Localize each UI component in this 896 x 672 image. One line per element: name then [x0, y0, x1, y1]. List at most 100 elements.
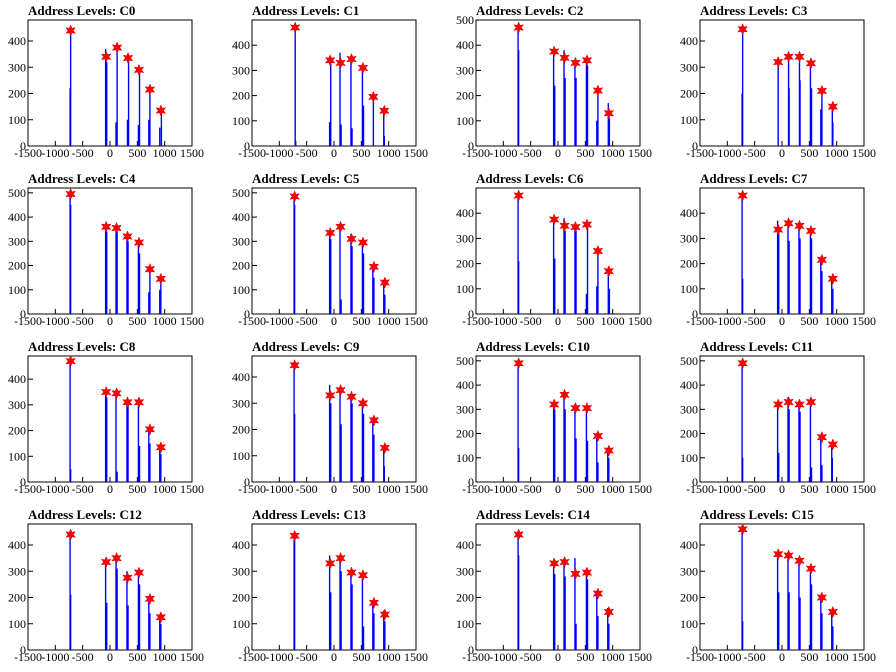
x-tick-label: -500 — [296, 650, 318, 664]
x-tick-label: -500 — [296, 146, 318, 160]
x-tick-label: 1500 — [404, 650, 428, 664]
peak-marker — [592, 244, 604, 258]
chart-svg: 0 100 200 300 400 500 -1500 -1000 -500 0 500 1000 15… — [456, 354, 652, 496]
plot-frame — [699, 187, 865, 315]
y-tick-label: 400 — [8, 210, 26, 224]
x-tick-label: 1500 — [852, 482, 876, 496]
plot-frame — [27, 523, 193, 651]
x-tick-label: 0 — [555, 482, 561, 496]
x-tick-label: 1500 — [852, 146, 876, 160]
peak-marker — [570, 56, 581, 70]
peak-marker — [772, 398, 784, 411]
x-tick-label: 1500 — [628, 314, 652, 328]
x-tick-label: 1500 — [404, 146, 428, 160]
y-tick-label: 0 — [244, 139, 250, 153]
y-tick-label: 200 — [8, 424, 26, 438]
x-tick-label: -500 — [72, 482, 94, 496]
peak-marker — [335, 383, 346, 397]
peak-marker — [559, 51, 570, 64]
y-tick-label: 100 — [680, 451, 698, 465]
x-tick-label: 0 — [779, 314, 785, 328]
x-tick-label: 1000 — [153, 146, 177, 160]
peak-marker — [794, 554, 805, 567]
peak-marker — [368, 596, 380, 609]
chart-panel-11: Address Levels: C11 0 100 200 300 400 500 -1500… — [672, 336, 896, 504]
x-tick-label: 500 — [128, 482, 146, 496]
peak-marker — [827, 100, 839, 113]
x-tick-label: -1000 — [41, 482, 69, 496]
chart-panel-2: Address Levels: C2 0 100 200 300 400 500 -1500-… — [448, 0, 672, 168]
peak-marker — [513, 357, 524, 370]
y-tick-label: 100 — [680, 113, 698, 127]
peak-marker — [155, 104, 167, 117]
y-tick-label: 100 — [232, 617, 250, 631]
y-tick-label: 200 — [8, 259, 26, 273]
peak-marker — [783, 217, 794, 230]
x-tick-label: 1500 — [404, 314, 428, 328]
plot-frame — [251, 355, 417, 483]
peak-marker — [603, 605, 615, 619]
y-tick-label: 400 — [680, 34, 698, 48]
peak-marker — [324, 226, 336, 240]
peak-marker — [513, 21, 524, 34]
peak-marker — [65, 528, 76, 541]
peak-marker — [144, 83, 156, 96]
x-tick-label: -1000 — [41, 650, 69, 664]
y-tick-label: 100 — [232, 114, 250, 128]
chart-title: Address Levels: C4 — [28, 171, 136, 186]
x-tick-label: 1000 — [377, 482, 401, 496]
chart-title: Address Levels: C10 — [476, 339, 590, 354]
peak-marker — [100, 50, 112, 63]
peak-marker — [346, 232, 357, 246]
peak-marker — [111, 387, 122, 400]
x-tick-label: -500 — [72, 314, 94, 328]
y-tick-label: 100 — [680, 617, 698, 631]
chart-title: Address Levels: C5 — [252, 171, 360, 186]
x-tick-label: -500 — [72, 650, 94, 664]
peak-marker — [805, 224, 817, 238]
peak-marker — [772, 548, 784, 561]
x-tick-label: 1500 — [852, 650, 876, 664]
peak-marker — [65, 187, 76, 201]
chart-title: Address Levels: C1 — [252, 3, 360, 18]
y-tick-label: 400 — [456, 378, 474, 392]
peak-marker — [122, 396, 133, 409]
peak-marker — [100, 555, 112, 569]
peak-marker — [289, 21, 301, 34]
y-tick-label: 100 — [232, 449, 250, 463]
y-tick-label: 0 — [468, 139, 474, 153]
chart-svg: 0 100 200 300 400 -1500 -1000 -500 0 500 1000 1500 — [232, 523, 428, 664]
x-tick-label: -500 — [296, 314, 318, 328]
x-tick-label: 1000 — [825, 146, 849, 160]
x-tick-label: 500 — [576, 146, 594, 160]
y-tick-label: 200 — [680, 87, 698, 101]
y-tick-label: 400 — [680, 206, 698, 220]
peak-marker — [805, 57, 817, 70]
y-tick-label: 0 — [20, 475, 26, 489]
y-tick-label: 0 — [692, 643, 698, 657]
x-tick-label: 1000 — [825, 482, 849, 496]
peak-marker — [816, 253, 828, 266]
x-tick-label: 1000 — [601, 650, 625, 664]
peak-marker — [65, 24, 76, 37]
x-tick-label: -1000 — [265, 146, 293, 160]
y-tick-label: 400 — [680, 378, 698, 392]
peak-marker — [144, 423, 156, 436]
x-tick-label: -1500 — [14, 146, 42, 160]
chart-svg: 0 100 200 300 400 -1500 -1000 -500 0 500 1000 1500 — [8, 354, 204, 496]
peak-marker — [592, 84, 604, 97]
peak-marker — [816, 430, 828, 444]
x-tick-label: 1000 — [601, 146, 625, 160]
peak-marker — [368, 90, 379, 104]
peak-marker — [335, 551, 346, 565]
peak-marker — [144, 592, 156, 605]
peak-marker — [559, 388, 570, 401]
chart-svg: 0 100 200 300 400 500 -1500 -1000 -500 0 500 1000 15… — [456, 13, 652, 160]
y-tick-label: 200 — [456, 591, 474, 605]
chart-title: Address Levels: C12 — [28, 507, 142, 522]
plot-frame — [699, 523, 865, 651]
chart-svg: 0 100 200 300 400 -1500 -1000 -500 0 500 1000 1500 — [456, 187, 652, 328]
x-tick-label: -1000 — [489, 146, 517, 160]
x-tick-label: 500 — [352, 482, 370, 496]
x-tick-label: -1500 — [462, 146, 490, 160]
